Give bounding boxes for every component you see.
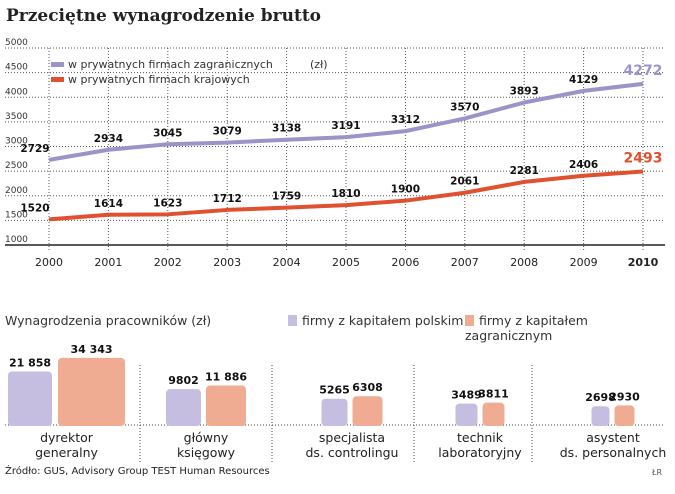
legend-label: w prywatnych firmach zagranicznych: [68, 58, 273, 71]
data-label: 2281: [510, 165, 539, 177]
series-line: [48, 169, 644, 222]
bar: [166, 389, 201, 426]
data-label: 1712: [213, 193, 242, 205]
x-tick-label: 2010: [628, 256, 659, 269]
y-tick-label: 5000: [5, 38, 28, 48]
data-label: 3138: [272, 123, 301, 135]
bar-value-label: 2930: [609, 390, 640, 403]
bar-value-label: 3811: [478, 388, 509, 401]
bar: [206, 385, 246, 426]
y-tick-label: 1000: [5, 235, 28, 245]
x-tick-label: 2003: [213, 256, 241, 269]
data-label: 3893: [510, 86, 539, 98]
legend-label: firmy z kapitałem zagranicznym: [465, 313, 588, 343]
y-tick-label: 4500: [5, 63, 28, 73]
x-tick-label: 2004: [273, 256, 301, 269]
data-label: 2406: [569, 159, 598, 171]
legend-swatch: [51, 62, 64, 67]
data-label: 3045: [153, 127, 182, 139]
bar-value-label: 3489: [451, 389, 482, 402]
data-label: 3191: [331, 120, 360, 132]
category-label: generalny: [35, 445, 98, 460]
x-tick-label: 2002: [154, 256, 182, 269]
data-label: 3312: [391, 114, 420, 126]
legend-label: w prywatnych firmach krajowych: [68, 73, 250, 86]
y-tick-label: 3500: [5, 112, 28, 122]
y-tick-label: 1500: [5, 210, 28, 220]
data-label: 4129: [569, 74, 598, 86]
legend-polish: firmy z kapitałem polskim: [288, 313, 463, 328]
bar: [455, 403, 478, 426]
data-label: 3079: [213, 126, 242, 138]
category-label: dyrektor: [40, 430, 94, 445]
unit-label: (zł): [310, 58, 327, 71]
category-label: specjalista: [319, 430, 385, 445]
x-tick-label: 2008: [510, 256, 538, 269]
x-tick-label: 2005: [332, 256, 360, 269]
bar-value-label: 11 886: [205, 371, 247, 384]
data-label: 2493: [624, 150, 663, 166]
bar-value-label: 9802: [168, 374, 199, 387]
data-label: 3570: [450, 101, 479, 113]
data-label: 1520: [20, 202, 49, 214]
x-tick-label: 2009: [570, 256, 598, 269]
x-tick-label: 2007: [451, 256, 479, 269]
category-label: ds. personalnych: [560, 445, 667, 460]
data-label: 1623: [153, 197, 182, 209]
data-label: 1900: [391, 184, 420, 196]
series-line: [48, 81, 644, 162]
data-label: 1810: [331, 188, 360, 200]
y-tick-label: 2500: [5, 161, 28, 171]
category-label: główny: [184, 430, 229, 445]
legend-swatch: [51, 77, 64, 82]
category-label: technik: [457, 430, 504, 445]
bar-chart-title: Wynagrodzenia pracowników (zł): [5, 313, 212, 328]
y-tick-label: 2000: [5, 186, 28, 196]
data-label: 1759: [272, 191, 301, 203]
legend-label: firmy z kapitałem polskim: [302, 313, 464, 328]
x-tick-label: 2006: [391, 256, 419, 269]
chart-title: Przeciętne wynagrodzenie brutto: [6, 6, 322, 26]
bar-value-label: 5265: [319, 384, 350, 397]
data-label: 2729: [20, 143, 49, 155]
bar-value-label: 21 858: [9, 356, 51, 369]
bar-value-label: 34 343: [70, 343, 112, 356]
bar: [482, 402, 505, 426]
bar: [8, 371, 52, 426]
bar: [614, 405, 635, 426]
data-label: 4272: [624, 63, 663, 79]
x-tick-label: 2001: [94, 256, 122, 269]
category-label: księgowy: [177, 445, 236, 460]
data-label: 1614: [94, 198, 123, 210]
bar: [591, 406, 610, 426]
bar: [321, 398, 348, 426]
bar-value-label: 6308: [352, 381, 383, 394]
data-label: 2934: [94, 133, 123, 145]
legend-swatch: [465, 315, 474, 326]
bar: [352, 396, 383, 426]
category-label: asystent: [586, 430, 640, 445]
author-signature: ŁR: [652, 468, 663, 477]
source-note: Źródło: GUS, Advisory Group TEST Human R…: [5, 466, 270, 477]
x-tick-label: 2000: [35, 256, 63, 269]
bar: [58, 357, 125, 426]
category-label: ds. controlingu: [306, 445, 399, 460]
y-tick-label: 3000: [5, 137, 28, 147]
bar-value-label: 2698: [585, 391, 616, 404]
category-label: laboratoryjny: [438, 445, 522, 460]
y-tick-label: 4000: [5, 87, 28, 97]
legend-foreign: firmy z kapitałem zagranicznym: [465, 313, 675, 343]
legend-swatch: [288, 315, 297, 326]
data-label: 2061: [450, 176, 479, 188]
